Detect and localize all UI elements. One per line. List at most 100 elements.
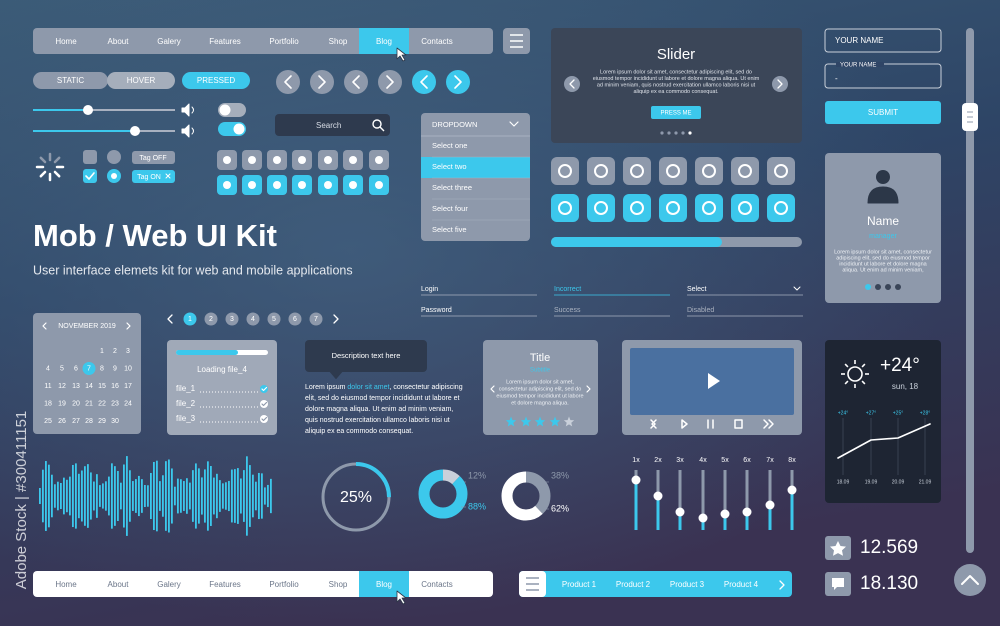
slider-knob[interactable] — [83, 105, 93, 115]
search-bar[interactable] — [275, 114, 390, 136]
calendar-day[interactable]: 4 — [46, 365, 50, 372]
slider-button[interactable] — [651, 106, 701, 119]
calendar-day[interactable]: 11 — [44, 383, 51, 390]
nav-item[interactable]: Shop — [329, 37, 348, 46]
nav-item[interactable]: Home — [55, 37, 77, 46]
icon-tile[interactable] — [695, 157, 723, 185]
icon-tile[interactable] — [623, 157, 651, 185]
field-label[interactable]: Disabled — [687, 307, 714, 314]
eq-knob[interactable] — [698, 513, 708, 523]
eq-knob[interactable] — [720, 509, 730, 519]
calendar-day[interactable]: 13 — [72, 383, 80, 390]
product-item[interactable]: Product 3 — [670, 580, 705, 589]
eq-knob[interactable] — [631, 475, 641, 485]
arrow-button[interactable] — [446, 70, 470, 94]
dropdown-option[interactable]: Select five — [432, 225, 467, 234]
icon-tile[interactable] — [587, 194, 615, 222]
rating-star[interactable] — [505, 416, 517, 427]
rating-star[interactable] — [549, 416, 561, 427]
nav-item[interactable]: Galery — [157, 580, 181, 589]
field-label[interactable]: Password — [421, 307, 452, 314]
video-control[interactable] — [763, 419, 774, 429]
calendar-day[interactable]: 15 — [98, 383, 106, 390]
slider-next[interactable] — [772, 76, 788, 92]
icon-tile[interactable] — [551, 157, 579, 185]
calendar-day[interactable]: 3 — [126, 348, 130, 355]
nav-item[interactable]: Features — [209, 37, 241, 46]
field-label[interactable]: Select — [687, 286, 707, 293]
page-button[interactable] — [204, 312, 218, 326]
calendar-day[interactable]: 21 — [85, 400, 93, 407]
calendar-day[interactable]: 23 — [111, 400, 119, 407]
calendar-day[interactable]: 27 — [72, 418, 80, 425]
dropdown-option[interactable]: Select four — [432, 204, 468, 213]
page-button[interactable] — [288, 312, 302, 326]
checkbox-checked[interactable] — [83, 169, 97, 183]
calendar-day[interactable]: 5 — [60, 365, 64, 372]
icon-tile[interactable] — [623, 194, 651, 222]
radio[interactable] — [107, 150, 121, 164]
slider-prev[interactable] — [564, 76, 580, 92]
dropdown-option[interactable]: Select three — [432, 183, 472, 192]
video-control[interactable] — [707, 419, 714, 429]
video-control[interactable] — [650, 419, 657, 429]
icon-tile[interactable] — [659, 157, 687, 185]
icon-tile[interactable] — [767, 157, 795, 185]
icon-tile[interactable] — [731, 194, 759, 222]
calendar-day[interactable]: 19 — [58, 400, 66, 407]
page-button[interactable] — [246, 312, 260, 326]
video-control[interactable] — [734, 419, 743, 429]
eq-knob[interactable] — [787, 485, 797, 495]
calendar-day[interactable]: 6 — [74, 365, 78, 372]
tag[interactable] — [132, 151, 175, 164]
calendar-day[interactable]: 10 — [124, 365, 132, 372]
calendar-day[interactable]: 2 — [113, 348, 117, 355]
name-input[interactable] — [824, 28, 942, 53]
calendar-day[interactable]: 28 — [85, 418, 93, 425]
icon-tile[interactable] — [551, 194, 579, 222]
eq-knob[interactable] — [675, 507, 685, 517]
calendar-day[interactable]: 29 — [98, 418, 106, 425]
calendar-day[interactable]: 25 — [44, 418, 52, 425]
calendar-day[interactable]: 24 — [124, 400, 132, 407]
arrow-button[interactable] — [310, 70, 334, 94]
calendar-day[interactable]: 26 — [58, 418, 66, 425]
submit-button[interactable] — [825, 101, 941, 124]
eq-knob[interactable] — [765, 500, 775, 510]
nav-item[interactable]: Galery — [157, 37, 181, 46]
calendar-day[interactable]: 8 — [100, 365, 104, 372]
description-link[interactable]: dolor sit amet — [347, 384, 389, 391]
calendar-day[interactable]: 9 — [113, 365, 117, 372]
calendar-day[interactable]: 1 — [100, 348, 104, 355]
calendar-day[interactable]: 20 — [72, 400, 80, 407]
calendar-day[interactable]: 16 — [111, 383, 119, 390]
button[interactable] — [182, 72, 250, 89]
product-item[interactable]: Product 1 — [562, 580, 597, 589]
nav-item[interactable]: Portfolio — [269, 37, 299, 46]
calendar-day[interactable]: 30 — [111, 418, 119, 425]
nav-item[interactable]: Shop — [329, 580, 348, 589]
arrow-button[interactable] — [276, 70, 300, 94]
calendar-day[interactable]: 7 — [87, 365, 91, 372]
product-item[interactable]: Product 4 — [724, 580, 759, 589]
nav-item[interactable]: About — [108, 37, 130, 46]
calendar-day[interactable]: 22 — [98, 400, 106, 407]
arrow-button[interactable] — [412, 70, 436, 94]
field-label[interactable]: Success — [554, 307, 581, 314]
icon-tile[interactable] — [587, 157, 615, 185]
page-button[interactable] — [225, 312, 239, 326]
eq-knob[interactable] — [653, 491, 663, 501]
product-item[interactable]: Product 2 — [616, 580, 651, 589]
nav-item[interactable]: Portfolio — [269, 580, 299, 589]
nav-item[interactable]: Contacts — [421, 37, 453, 46]
tag[interactable] — [132, 170, 175, 183]
icon-tile[interactable] — [695, 194, 723, 222]
icon-tile[interactable] — [731, 157, 759, 185]
icon-tile[interactable] — [767, 194, 795, 222]
page-button[interactable] — [309, 312, 323, 326]
video-play[interactable] — [708, 373, 720, 389]
video-control[interactable] — [681, 419, 688, 429]
eq-knob[interactable] — [742, 507, 752, 517]
nav-item[interactable]: Features — [209, 580, 241, 589]
page-button[interactable] — [267, 312, 281, 326]
